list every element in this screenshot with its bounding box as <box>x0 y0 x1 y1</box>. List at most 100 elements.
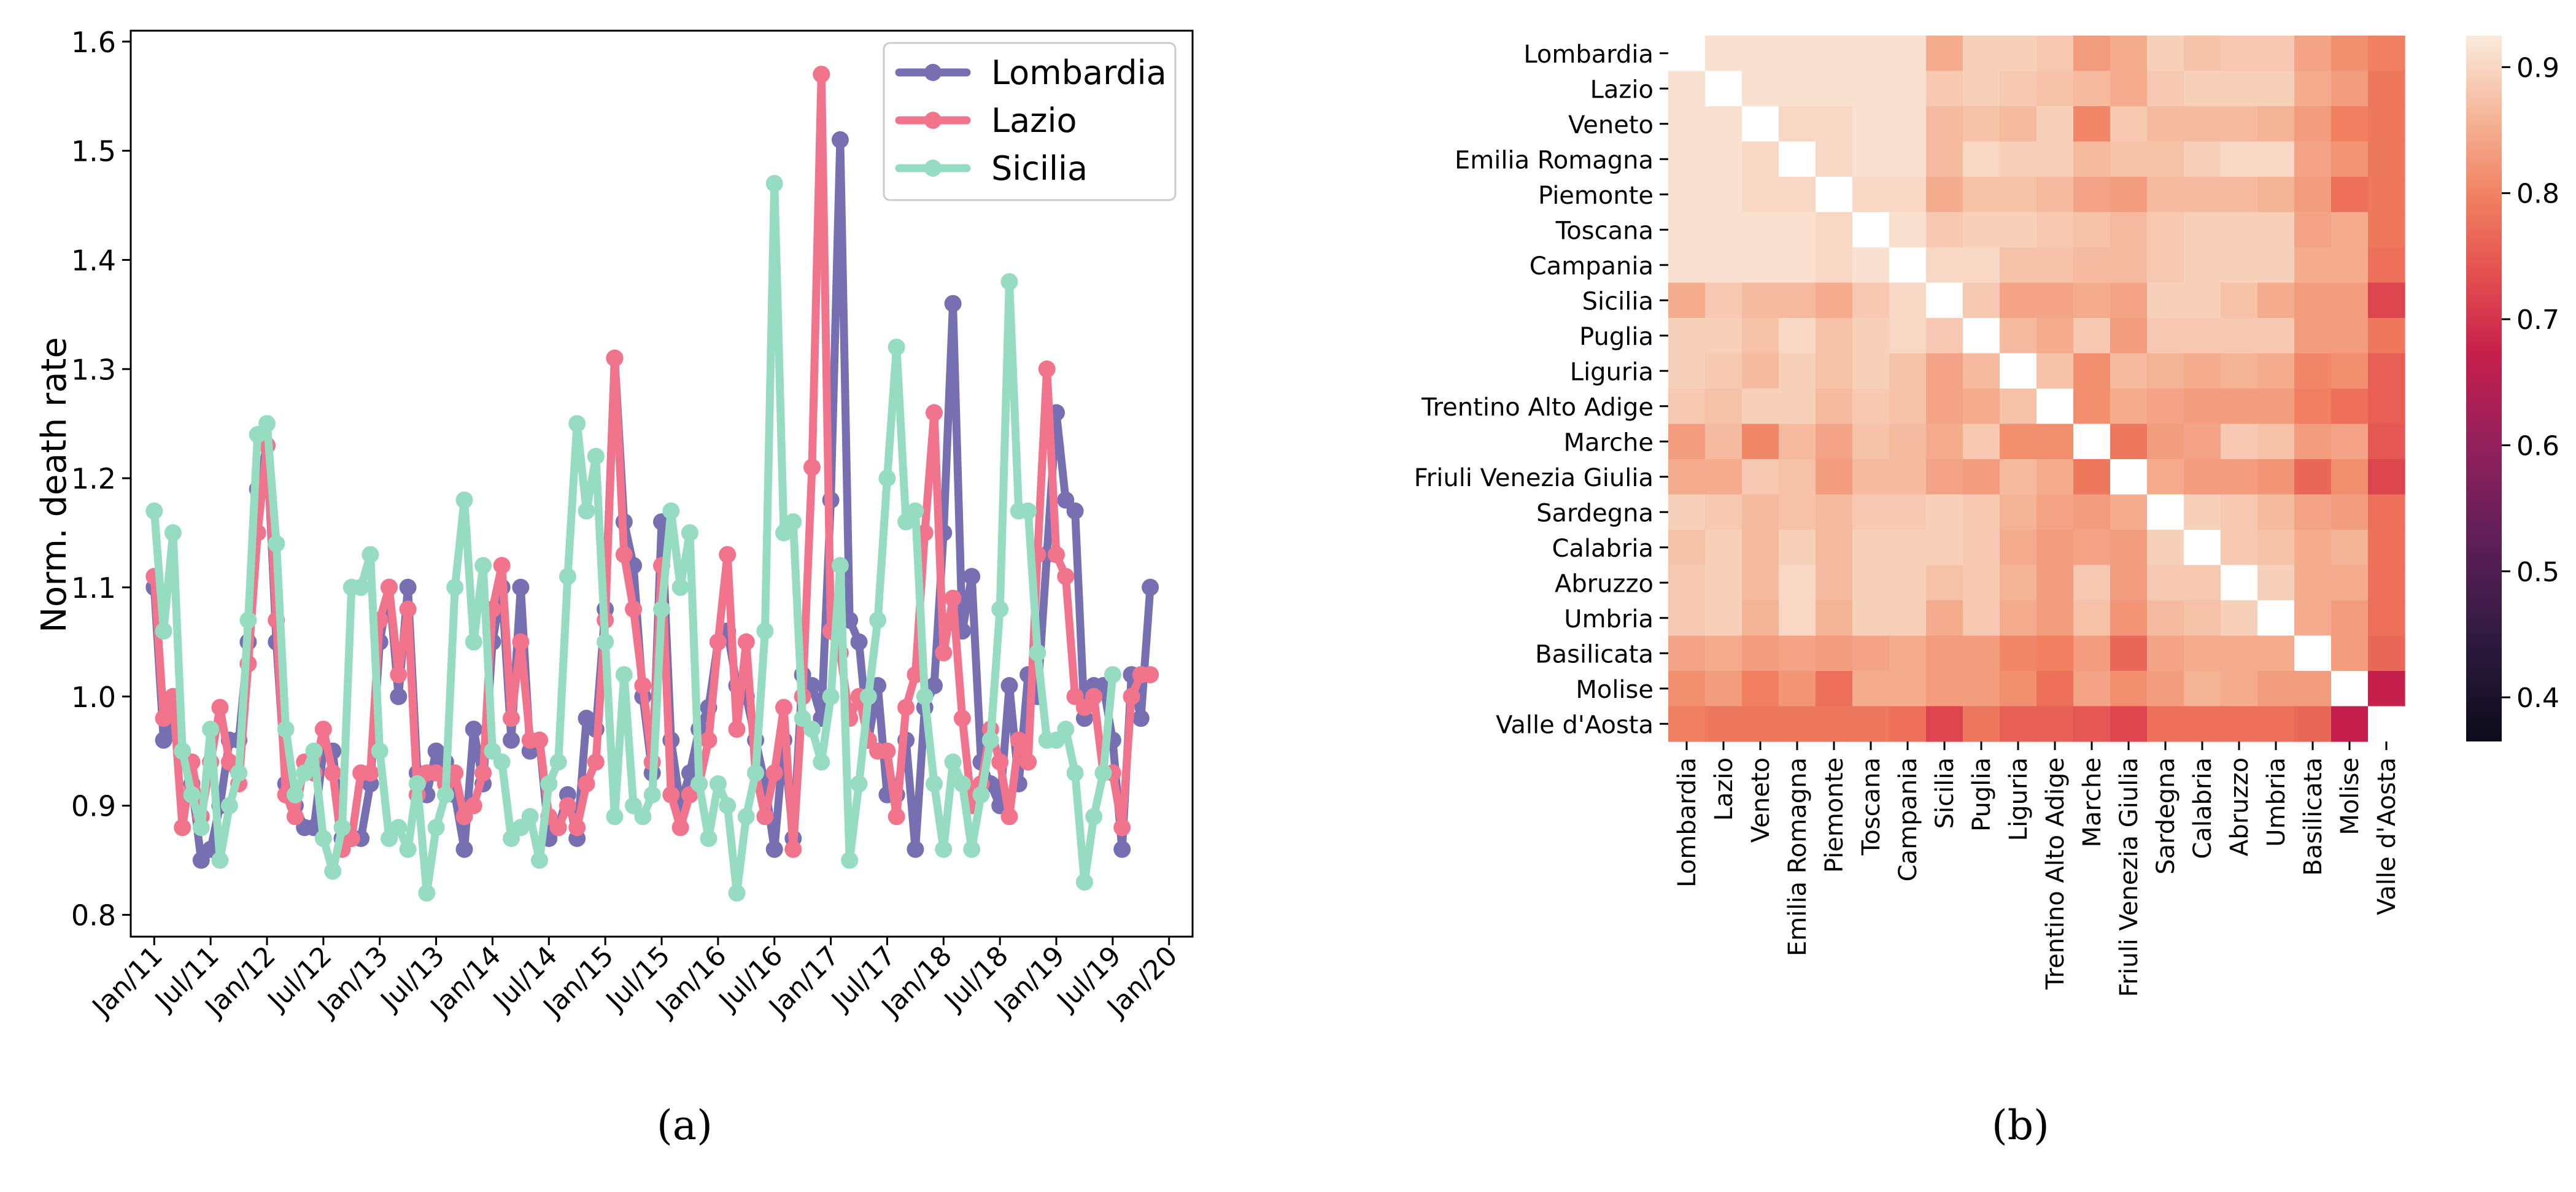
heatmap-cell <box>1668 106 1706 142</box>
heatmap-cell <box>2257 141 2295 177</box>
heatmap-cell <box>2073 424 2111 460</box>
heatmap-cell <box>2184 247 2221 284</box>
y-tick-label: 1.3 <box>71 353 116 386</box>
row-label: Lombardia <box>1523 41 1654 69</box>
row-label: Emilia Romagna <box>1455 146 1654 174</box>
data-point <box>813 66 830 83</box>
heatmap-cell <box>1779 282 1816 319</box>
row-label: Basilicata <box>1535 640 1654 668</box>
heatmap-cell <box>2184 106 2221 142</box>
heatmap-column-labels: Lombardia Lazio Veneto Emilia Romagna Piemon… <box>1673 741 2401 997</box>
heatmap-cell <box>2331 247 2369 284</box>
data-point <box>587 753 605 771</box>
heatmap-cell <box>2036 565 2074 601</box>
heatmap-cell <box>2294 706 2332 742</box>
heatmap-cell <box>2184 530 2221 566</box>
heatmap-cell <box>1926 318 1963 354</box>
data-point <box>944 753 962 771</box>
data-point <box>192 819 210 837</box>
heatmap-cell <box>1742 318 1779 354</box>
heatmap-cell <box>1742 389 1779 425</box>
heatmap-cell <box>1926 600 1963 637</box>
heatmap-cell <box>1963 424 2000 460</box>
heatmap-cell <box>2184 212 2221 248</box>
heatmap-cell <box>2368 600 2405 637</box>
heatmap-cell <box>2110 106 2148 142</box>
heatmap-cell <box>2073 530 2111 566</box>
data-point <box>841 851 859 869</box>
heatmap-cell <box>2036 71 2074 107</box>
heatmap-cell <box>2036 424 2074 460</box>
heatmap-cell <box>2073 212 2111 248</box>
heatmap-cell <box>2294 671 2332 707</box>
heatmap-cell <box>2184 318 2221 354</box>
heatmap-cell <box>2221 282 2258 319</box>
col-label: Molise <box>2336 757 2364 835</box>
data-point <box>671 819 689 837</box>
heatmap-cell <box>2000 706 2037 742</box>
heatmap-cell <box>2000 424 2037 460</box>
heatmap-cell <box>1705 71 1742 107</box>
x-tick-label: Jan/11 <box>85 940 169 1024</box>
heatmap-cell <box>1705 36 1742 72</box>
data-point <box>1085 808 1103 826</box>
heatmap-cell <box>2294 282 2332 319</box>
data-point <box>211 699 229 716</box>
heatmap-cell <box>2036 141 2074 177</box>
row-label: Veneto <box>1568 111 1654 139</box>
heatmap-cell <box>2221 247 2258 284</box>
heatmap-cell <box>1816 600 1853 637</box>
data-point <box>653 600 670 618</box>
heatmap-cell <box>2110 671 2148 707</box>
data-point <box>709 633 727 651</box>
heatmap-cell <box>2257 424 2295 460</box>
heatmap-cell <box>1889 459 1927 495</box>
heatmap-cell <box>1963 494 2000 530</box>
heatmap-cell <box>2110 494 2148 530</box>
heatmap-cell <box>2073 247 2111 284</box>
data-point <box>878 470 896 487</box>
data-point <box>503 710 520 727</box>
heatmap-cell <box>2147 36 2184 72</box>
colorbar-tick-label: 0.4 <box>2516 683 2559 714</box>
heatmap-cell <box>1889 389 1927 425</box>
row-label: Sardegna <box>1536 499 1654 527</box>
data-point <box>324 764 342 782</box>
y-tick-label: 1.5 <box>71 135 116 168</box>
heatmap-cell <box>1779 106 1816 142</box>
data-point <box>747 764 765 782</box>
heatmap-cell <box>2036 494 2074 530</box>
data-point <box>709 775 727 792</box>
data-point <box>972 786 990 803</box>
heatmap-cell <box>1926 635 1963 671</box>
data-point <box>531 851 548 869</box>
heatmap-cell <box>1742 459 1779 495</box>
heatmap-cell <box>2036 635 2074 671</box>
heatmap-cell <box>2147 424 2184 460</box>
heatmap-cell <box>1742 177 1779 213</box>
data-point <box>455 491 473 509</box>
heatmap-cell <box>1963 106 2000 142</box>
heatmap-cell <box>1668 671 1706 707</box>
heatmap-cell <box>2000 635 2037 671</box>
heatmap-cell <box>1852 671 1890 707</box>
heatmap-cell <box>1742 424 1779 460</box>
heatmap-cell <box>1963 212 2000 248</box>
col-label: Campania <box>1894 757 1922 881</box>
data-point <box>559 568 576 586</box>
data-point <box>531 731 548 749</box>
heatmap-cell <box>2073 318 2111 354</box>
heatmap-cell <box>1668 353 1706 389</box>
heatmap-cell <box>2331 424 2369 460</box>
heatmap-cell <box>2221 71 2258 107</box>
heatmap-cell <box>2257 212 2295 248</box>
heatmap-cell <box>1705 247 1742 284</box>
data-point <box>314 721 332 738</box>
heatmap-cell <box>2221 530 2258 566</box>
heatmap-cell <box>2184 424 2221 460</box>
heatmap-cell <box>2368 247 2405 284</box>
heatmap-cell <box>2110 389 2148 425</box>
heatmap-cell <box>1852 706 1890 742</box>
data-point <box>935 840 953 858</box>
colorbar-tick-label: 0.6 <box>2516 430 2559 462</box>
